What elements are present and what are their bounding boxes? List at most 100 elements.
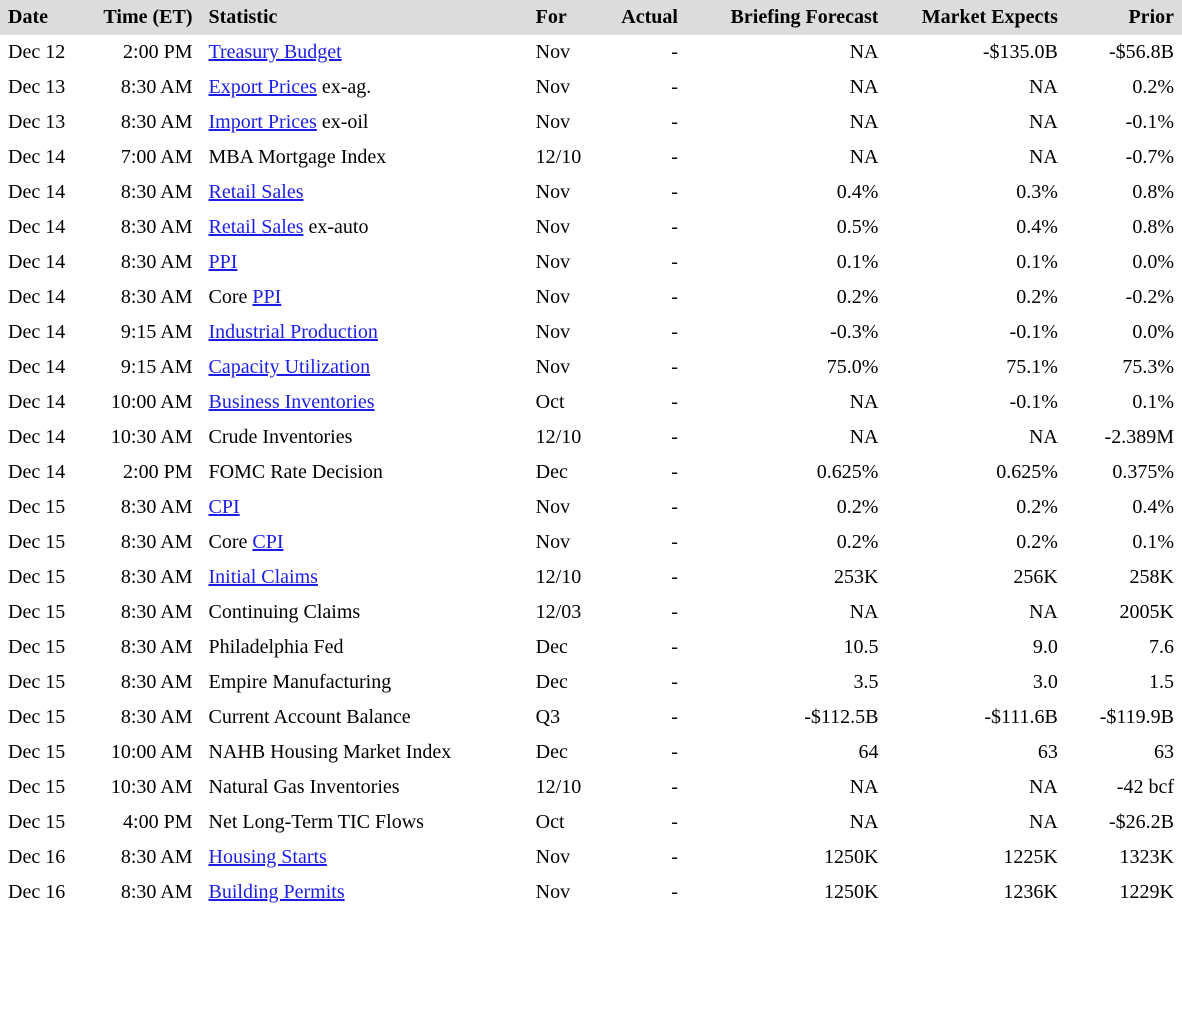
cell-briefing: 1250K	[686, 840, 887, 875]
cell-prior: 0.4%	[1066, 490, 1182, 525]
cell-actual: -	[602, 700, 686, 735]
cell-time: 8:30 AM	[84, 280, 200, 315]
cell-for: 12/03	[528, 595, 602, 630]
cell-statistic: Housing Starts	[201, 840, 528, 875]
cell-briefing: 75.0%	[686, 350, 887, 385]
cell-date: Dec 14	[0, 175, 84, 210]
table-row: Dec 168:30 AMBuilding PermitsNov-1250K12…	[0, 875, 1182, 910]
cell-market: 0.2%	[886, 525, 1065, 560]
statistic-link[interactable]: Housing Starts	[209, 846, 327, 868]
cell-time: 8:30 AM	[84, 840, 200, 875]
cell-for: Dec	[528, 455, 602, 490]
statistic-link[interactable]: CPI	[209, 496, 240, 518]
cell-market: 0.3%	[886, 175, 1065, 210]
cell-date: Dec 12	[0, 35, 84, 70]
cell-market: 1225K	[886, 840, 1065, 875]
statistic-prefix: Natural Gas Inventories	[209, 776, 400, 798]
cell-briefing: NA	[686, 35, 887, 70]
cell-for: Nov	[528, 280, 602, 315]
cell-market: -$111.6B	[886, 700, 1065, 735]
cell-date: Dec 15	[0, 490, 84, 525]
cell-for: Nov	[528, 105, 602, 140]
cell-briefing: 0.625%	[686, 455, 887, 490]
statistic-link[interactable]: Treasury Budget	[209, 41, 342, 63]
cell-for: 12/10	[528, 420, 602, 455]
col-header-actual: Actual	[602, 0, 686, 35]
cell-actual: -	[602, 245, 686, 280]
statistic-link[interactable]: Building Permits	[209, 881, 345, 903]
cell-statistic: Building Permits	[201, 875, 528, 910]
cell-actual: -	[602, 455, 686, 490]
statistic-suffix: ex-auto	[303, 216, 368, 238]
table-row: Dec 138:30 AMExport Prices ex-ag.Nov-NAN…	[0, 70, 1182, 105]
statistic-link[interactable]: Capacity Utilization	[209, 356, 371, 378]
statistic-prefix: Core	[209, 286, 253, 308]
cell-market: 0.625%	[886, 455, 1065, 490]
cell-market: 1236K	[886, 875, 1065, 910]
cell-briefing: 64	[686, 735, 887, 770]
cell-briefing: 10.5	[686, 630, 887, 665]
statistic-suffix: ex-oil	[317, 111, 369, 133]
cell-actual: -	[602, 175, 686, 210]
cell-prior: 0.375%	[1066, 455, 1182, 490]
cell-for: Nov	[528, 840, 602, 875]
cell-time: 10:00 AM	[84, 735, 200, 770]
cell-for: Nov	[528, 490, 602, 525]
statistic-link[interactable]: Business Inventories	[209, 391, 375, 413]
cell-market: 0.1%	[886, 245, 1065, 280]
cell-date: Dec 14	[0, 280, 84, 315]
cell-statistic: Core PPI	[201, 280, 528, 315]
cell-for: Nov	[528, 70, 602, 105]
cell-date: Dec 15	[0, 805, 84, 840]
statistic-prefix: Continuing Claims	[209, 601, 361, 623]
statistic-link[interactable]: Export Prices	[209, 76, 317, 98]
cell-actual: -	[602, 490, 686, 525]
cell-briefing: 0.4%	[686, 175, 887, 210]
table-row: Dec 148:30 AMRetail SalesNov-0.4%0.3%0.8…	[0, 175, 1182, 210]
cell-statistic: Export Prices ex-ag.	[201, 70, 528, 105]
cell-date: Dec 15	[0, 665, 84, 700]
cell-time: 2:00 PM	[84, 35, 200, 70]
cell-for: Dec	[528, 665, 602, 700]
table-row: Dec 148:30 AMCore PPINov-0.2%0.2%-0.2%	[0, 280, 1182, 315]
cell-statistic: Retail Sales ex-auto	[201, 210, 528, 245]
cell-for: Nov	[528, 245, 602, 280]
cell-prior: 0.8%	[1066, 210, 1182, 245]
statistic-link[interactable]: Import Prices	[209, 111, 317, 133]
table-row: Dec 158:30 AMCore CPINov-0.2%0.2%0.1%	[0, 525, 1182, 560]
cell-time: 8:30 AM	[84, 105, 200, 140]
cell-actual: -	[602, 525, 686, 560]
cell-statistic: Treasury Budget	[201, 35, 528, 70]
statistic-link[interactable]: Initial Claims	[209, 566, 318, 588]
table-row: Dec 1510:00 AMNAHB Housing Market IndexD…	[0, 735, 1182, 770]
cell-actual: -	[602, 735, 686, 770]
col-header-for: For	[528, 0, 602, 35]
table-row: Dec 149:15 AMCapacity UtilizationNov-75.…	[0, 350, 1182, 385]
cell-date: Dec 14	[0, 420, 84, 455]
cell-briefing: NA	[686, 385, 887, 420]
cell-statistic: Import Prices ex-oil	[201, 105, 528, 140]
cell-for: Q3	[528, 700, 602, 735]
col-header-prior: Prior	[1066, 0, 1182, 35]
cell-briefing: NA	[686, 140, 887, 175]
statistic-link[interactable]: Retail Sales	[209, 181, 304, 203]
cell-date: Dec 15	[0, 735, 84, 770]
cell-actual: -	[602, 630, 686, 665]
cell-prior: 258K	[1066, 560, 1182, 595]
table-row: Dec 158:30 AMCPINov-0.2%0.2%0.4%	[0, 490, 1182, 525]
cell-market: 0.2%	[886, 490, 1065, 525]
cell-for: Dec	[528, 630, 602, 665]
cell-prior: 75.3%	[1066, 350, 1182, 385]
cell-for: Nov	[528, 875, 602, 910]
cell-actual: -	[602, 70, 686, 105]
cell-briefing: NA	[686, 420, 887, 455]
statistic-link[interactable]: Retail Sales	[209, 216, 304, 238]
cell-market: 0.4%	[886, 210, 1065, 245]
cell-statistic: Continuing Claims	[201, 595, 528, 630]
statistic-link[interactable]: Industrial Production	[209, 321, 378, 343]
statistic-link[interactable]: PPI	[209, 251, 238, 273]
cell-prior: 0.8%	[1066, 175, 1182, 210]
statistic-link[interactable]: CPI	[252, 531, 283, 553]
cell-prior: -0.2%	[1066, 280, 1182, 315]
statistic-link[interactable]: PPI	[252, 286, 281, 308]
